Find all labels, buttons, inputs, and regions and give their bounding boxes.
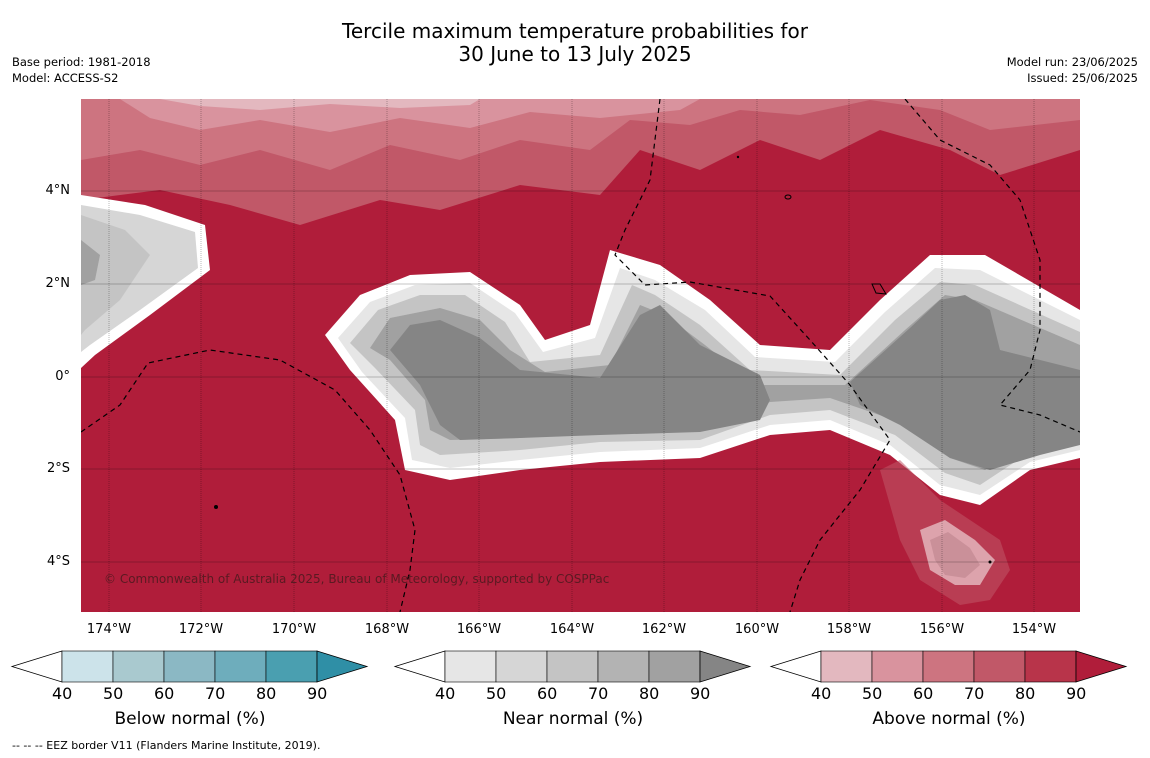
island-outline xyxy=(784,194,792,200)
island-outline xyxy=(871,283,887,295)
colorbar-below-bin xyxy=(265,650,318,683)
colorbar-tick: 40 xyxy=(435,684,456,703)
lat-label: 2°S xyxy=(46,461,70,476)
model-run-text: Model run: 23/06/2025 xyxy=(1006,55,1138,69)
near-normal-90-core-east xyxy=(850,295,1080,470)
colorbar-tick: 80 xyxy=(256,684,277,703)
colorbar-tick: 50 xyxy=(862,684,883,703)
colorbar-tick: 70 xyxy=(205,684,226,703)
colorbar-tick: 60 xyxy=(537,684,558,703)
issued-text: Issued: 25/06/2025 xyxy=(1027,71,1138,85)
eez-border-east xyxy=(904,99,1080,433)
footnote-text: -- -- -- EEZ border V11 (Flanders Marine… xyxy=(12,739,321,752)
copyright-text: © Commonwealth of Australia 2025, Bureau… xyxy=(104,572,610,586)
colorbar-below-low-extension xyxy=(10,650,63,683)
map-area xyxy=(81,99,1080,612)
above-40-band xyxy=(160,99,480,110)
lat-label: 4°S xyxy=(46,554,70,569)
colorbar-tick: 90 xyxy=(690,684,711,703)
colorbar-near-bin xyxy=(444,650,497,683)
colorbar-above-bin xyxy=(922,650,975,683)
colorbar-tick: 80 xyxy=(639,684,660,703)
colorbar-tick: 80 xyxy=(1015,684,1036,703)
colorbar-near-bin xyxy=(648,650,701,683)
colorbar-tick: 60 xyxy=(913,684,934,703)
lon-label: 154°W xyxy=(1011,622,1057,637)
lon-label: 168°W xyxy=(364,622,410,637)
lon-label: 164°W xyxy=(549,622,595,637)
lon-label: 160°W xyxy=(734,622,780,637)
colorbar-below-bin xyxy=(163,650,216,683)
colorbar-tick: 50 xyxy=(103,684,124,703)
lon-label: 170°W xyxy=(271,622,317,637)
island-dot xyxy=(214,505,218,509)
colorbar-near-bin xyxy=(495,650,548,683)
colorbar-above-bin xyxy=(1024,650,1077,683)
near-normal-90-core-west xyxy=(390,305,770,440)
colorbar-tick: 60 xyxy=(154,684,175,703)
colorbar-above-bin xyxy=(973,650,1026,683)
island-dot xyxy=(736,155,740,159)
colorbar-near-low-extension xyxy=(393,650,446,683)
west-near-normal-90 xyxy=(81,240,100,285)
west-near-normal-70 xyxy=(81,215,150,335)
lat-label: 2°N xyxy=(45,276,71,291)
meta-right: Model run: 23/06/2025 Issued: 25/06/2025 xyxy=(1007,54,1138,86)
model-text: Model: ACCESS-S2 xyxy=(12,71,119,85)
colorbar-below-high-extension xyxy=(316,650,369,683)
colorbar-near-bin xyxy=(597,650,650,683)
colorbar-above-high-extension xyxy=(1075,650,1128,683)
colorbar-above-low-extension xyxy=(769,650,822,683)
colorbar-near-high-extension xyxy=(699,650,752,683)
colorbar-below-bin xyxy=(214,650,267,683)
chart-title-line2: 30 June to 13 July 2025 xyxy=(458,42,692,66)
south-above-ring xyxy=(880,460,1010,605)
colorbar-above-bin xyxy=(820,650,873,683)
colorbar-near-bin xyxy=(546,650,599,683)
lon-label: 156°W xyxy=(919,622,965,637)
colorbar-tick: 40 xyxy=(811,684,832,703)
lon-label: 174°W xyxy=(86,622,132,637)
eez-border-central xyxy=(614,99,891,612)
lon-label: 166°W xyxy=(456,622,502,637)
lon-label: 172°W xyxy=(178,622,224,637)
colorbar-tick: 90 xyxy=(307,684,328,703)
base-period-text: Base period: 1981-2018 xyxy=(12,55,151,69)
colorbars xyxy=(10,650,1128,683)
colorbar-title-below: Below normal (%) xyxy=(114,709,266,729)
lat-label: 4°N xyxy=(45,183,71,198)
colorbar-title-near: Near normal (%) xyxy=(502,709,644,729)
colorbar-tick: 90 xyxy=(1066,684,1087,703)
colorbar-above-bin xyxy=(871,650,924,683)
chart-title-line1: Tercile maximum temperature probabilitie… xyxy=(342,19,808,43)
colorbar-tick: 70 xyxy=(964,684,985,703)
colorbar-tick: 40 xyxy=(52,684,73,703)
colorbar-below-bin xyxy=(112,650,165,683)
colorbar-tick: 70 xyxy=(588,684,609,703)
colorbar-below-bin xyxy=(61,650,114,683)
lat-label: 0° xyxy=(55,369,70,384)
colorbar-title-above: Above normal (%) xyxy=(872,709,1026,729)
colorbar-tick: 50 xyxy=(486,684,507,703)
lon-label: 162°W xyxy=(641,622,687,637)
island-dot xyxy=(988,560,992,564)
lon-label: 158°W xyxy=(826,622,872,637)
meta-left: Base period: 1981-2018 Model: ACCESS-S2 xyxy=(12,54,151,86)
eez-border-southwest xyxy=(81,349,416,612)
